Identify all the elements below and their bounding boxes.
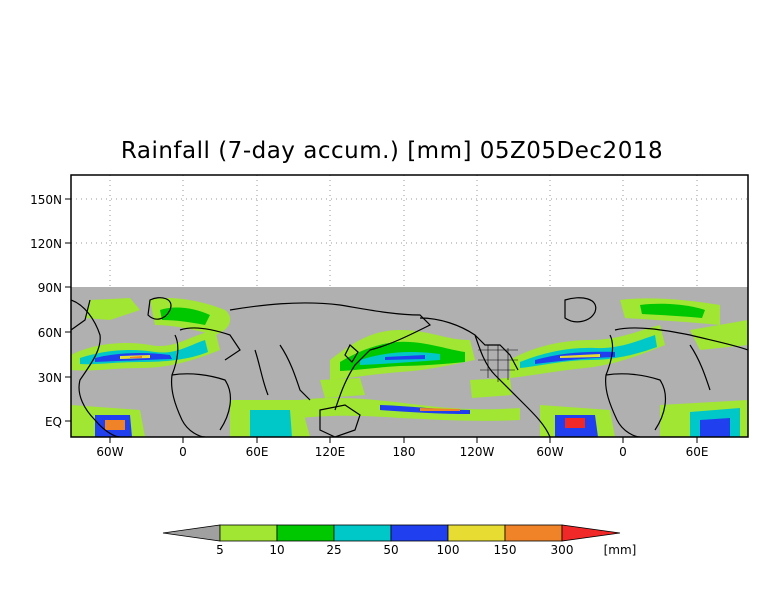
x-tick-label: 180: [393, 445, 416, 459]
colorbar-label: 100: [437, 543, 460, 557]
colorbar-unit: [mm]: [604, 543, 637, 557]
y-tick-label: 90N: [38, 281, 62, 295]
colorbar-label: 5: [216, 543, 224, 557]
colorbar-segment: [447, 524, 506, 542]
x-tick-label: 60W: [536, 445, 563, 459]
x-tick-label: 60W: [96, 445, 123, 459]
y-tick-label: 150N: [30, 193, 62, 207]
colorbar-segment: [504, 524, 563, 542]
y-tick-label: 120N: [30, 237, 62, 251]
colorbar-label: 10: [269, 543, 284, 557]
colorbar-segment: [333, 524, 392, 542]
colorbar: 5 10 25 50 100 150 300 [mm]: [162, 524, 637, 557]
x-axis-labels: 60W 0 60E 120E 180 120W 60W 0 60E: [96, 445, 708, 459]
colorbar-segment: [390, 524, 449, 542]
colorbar-low-arrow: [162, 524, 221, 542]
axis-ticks: [65, 198, 698, 443]
grid-lines: [71, 175, 748, 287]
colorbar-segment: [219, 524, 278, 542]
rain-bands: [71, 298, 748, 437]
colorbar-label: 25: [326, 543, 341, 557]
x-tick-label: 120W: [460, 445, 495, 459]
rainfall-field: [71, 287, 748, 437]
y-axis-labels: 150N 120N 90N 60N 30N EQ: [30, 193, 62, 429]
x-tick-label: 0: [179, 445, 187, 459]
x-tick-label: 120E: [315, 445, 346, 459]
x-tick-label: 60E: [686, 445, 709, 459]
x-tick-label: 60E: [246, 445, 269, 459]
y-tick-label: 30N: [38, 371, 62, 385]
colorbar-label: 300: [551, 543, 574, 557]
y-tick-label: EQ: [45, 415, 62, 429]
colorbar-label: 150: [494, 543, 517, 557]
colorbar-segment: [276, 524, 335, 542]
plot-frame: [70, 174, 749, 438]
colorbar-high-arrow: [561, 524, 621, 542]
y-tick-label: 60N: [38, 326, 62, 340]
chart-title: Rainfall (7-day accum.) [mm] 05Z05Dec201…: [120, 138, 664, 164]
coastlines: [71, 297, 748, 437]
x-tick-label: 0: [619, 445, 627, 459]
colorbar-label: 50: [383, 543, 398, 557]
